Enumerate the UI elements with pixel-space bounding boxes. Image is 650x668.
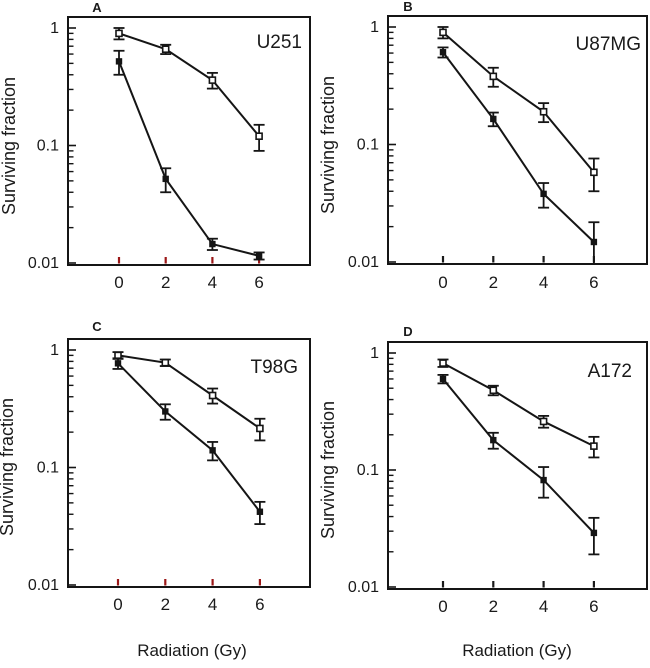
y-tick-label: 1 xyxy=(370,345,379,362)
data-point-filled-square xyxy=(162,408,169,415)
x-tick-label: 6 xyxy=(589,273,598,292)
data-point-filled-square xyxy=(540,190,547,198)
data-point-open-square xyxy=(161,45,170,54)
data-point-open-square xyxy=(489,72,498,81)
y-tick-label: 0.01 xyxy=(28,255,59,272)
panel-label: D xyxy=(403,324,412,339)
data-point-filled-square xyxy=(209,447,216,454)
data-point-open-square xyxy=(439,359,447,367)
y-axis-title: Surviving fraction xyxy=(318,76,338,214)
plot-box xyxy=(67,16,311,266)
series-line-filled-square xyxy=(117,362,261,513)
plot-box xyxy=(387,15,648,265)
series-line-filled-square xyxy=(442,378,595,534)
data-point-open-square xyxy=(539,107,548,116)
panel-label: B xyxy=(403,0,412,14)
data-point-filled-square xyxy=(209,240,216,248)
data-point-open-square xyxy=(161,358,170,367)
y-tick-label: 0.1 xyxy=(37,460,59,477)
series-line-open-square xyxy=(117,354,261,430)
x-tick-label: 0 xyxy=(438,597,447,616)
x-tick-label: 2 xyxy=(161,273,170,292)
y-axis-title: Surviving fraction xyxy=(318,401,338,539)
series-line-open-square xyxy=(442,362,595,448)
x-axis-title: Radiation (Gy) xyxy=(137,641,247,660)
data-point-filled-square xyxy=(439,49,447,56)
series-line-open-square xyxy=(118,32,260,137)
data-point-filled-square xyxy=(490,436,497,444)
data-point-filled-square xyxy=(256,508,264,515)
data-point-open-square xyxy=(439,28,447,37)
x-tick-label: 2 xyxy=(161,595,170,614)
panel-title: U87MG xyxy=(576,34,641,55)
y-tick-label: 0.01 xyxy=(348,579,379,596)
data-point-filled-square xyxy=(162,175,169,183)
series-line-filled-square xyxy=(442,51,595,243)
y-tick-label: 1 xyxy=(370,19,379,36)
y-tick-label: 1 xyxy=(50,20,59,37)
data-point-filled-square xyxy=(255,252,263,260)
panel-label: C xyxy=(92,319,102,334)
y-axis-title: Surviving fraction xyxy=(0,77,19,215)
y-tick-label: 0.01 xyxy=(28,577,59,594)
data-point-open-square xyxy=(208,391,217,400)
x-tick-label: 4 xyxy=(539,597,548,616)
x-tick-label: 6 xyxy=(589,597,598,616)
data-point-filled-square xyxy=(540,476,547,484)
plot-box xyxy=(67,338,311,588)
panel-title: A172 xyxy=(588,361,632,382)
y-tick-label: 0.1 xyxy=(357,137,379,154)
data-point-open-square xyxy=(590,168,598,177)
series-line-open-square xyxy=(442,31,595,173)
data-point-open-square xyxy=(255,132,263,140)
data-point-open-square xyxy=(489,386,498,395)
panel-title: T98G xyxy=(250,357,298,378)
panel-label: A xyxy=(92,0,102,15)
data-point-open-square xyxy=(208,76,217,84)
plot-box xyxy=(387,341,648,590)
y-tick-label: 0.01 xyxy=(348,254,379,271)
data-point-open-square xyxy=(115,29,123,38)
data-point-open-square xyxy=(256,424,264,433)
x-tick-label: 0 xyxy=(113,595,122,614)
y-tick-label: 1 xyxy=(50,342,59,359)
panel-title: U251 xyxy=(257,32,302,53)
x-tick-label: 2 xyxy=(489,597,498,616)
x-axis-title: Radiation (Gy) xyxy=(462,641,572,660)
data-point-filled-square xyxy=(114,360,122,367)
y-axis-title: Surviving fraction xyxy=(0,398,17,536)
y-tick-label: 0.1 xyxy=(37,138,59,155)
data-point-filled-square xyxy=(439,375,447,383)
y-tick-label: 0.1 xyxy=(357,462,379,479)
x-tick-label: 0 xyxy=(114,273,123,292)
data-point-filled-square xyxy=(590,238,598,246)
x-tick-label: 2 xyxy=(489,273,498,292)
x-tick-label: 4 xyxy=(208,595,217,614)
data-point-filled-square xyxy=(590,529,598,537)
data-point-open-square xyxy=(539,417,548,426)
x-tick-label: 0 xyxy=(438,273,447,292)
x-tick-label: 6 xyxy=(254,273,263,292)
series-line-filled-square xyxy=(118,61,260,257)
x-tick-label: 6 xyxy=(255,595,264,614)
data-point-open-square xyxy=(590,442,598,450)
data-point-filled-square xyxy=(115,58,123,65)
data-point-filled-square xyxy=(490,115,497,123)
x-tick-label: 4 xyxy=(539,273,548,292)
x-tick-label: 4 xyxy=(208,273,217,292)
